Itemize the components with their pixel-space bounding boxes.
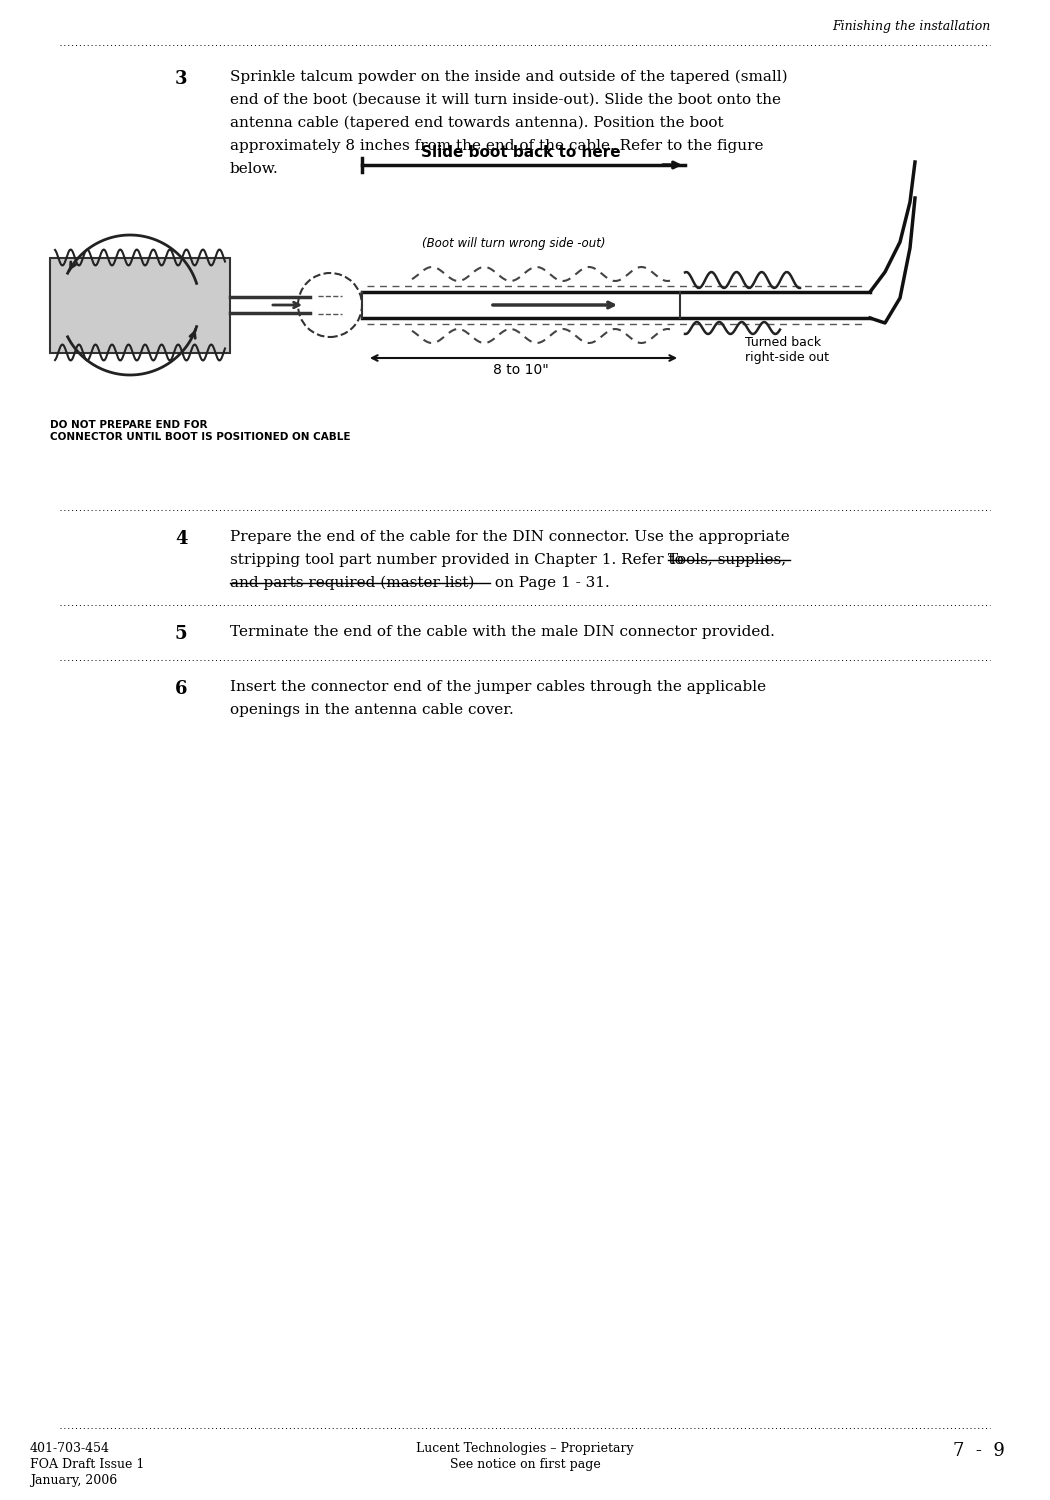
Text: January, 2006: January, 2006 xyxy=(30,1474,118,1486)
Text: 7  -  9: 7 - 9 xyxy=(953,1442,1005,1460)
Text: and parts required (master list): and parts required (master list) xyxy=(230,576,475,591)
Text: 4: 4 xyxy=(175,530,188,548)
Text: See notice on first page: See notice on first page xyxy=(449,1458,601,1472)
Text: Turned back
right-side out: Turned back right-side out xyxy=(746,336,830,364)
Text: antenna cable (tapered end towards antenna). Position the boot: antenna cable (tapered end towards anten… xyxy=(230,116,723,130)
Text: 6: 6 xyxy=(175,680,188,698)
Text: Lucent Technologies – Proprietary: Lucent Technologies – Proprietary xyxy=(416,1442,634,1455)
Text: Finishing the installation: Finishing the installation xyxy=(832,20,990,33)
Text: FOA Draft Issue 1: FOA Draft Issue 1 xyxy=(30,1458,145,1472)
Text: Prepare the end of the cable for the DIN connector. Use the appropriate: Prepare the end of the cable for the DIN… xyxy=(230,530,790,544)
Text: on Page 1 - 31.: on Page 1 - 31. xyxy=(490,576,610,590)
Text: end of the boot (because it will turn inside-out). Slide the boot onto the: end of the boot (because it will turn in… xyxy=(230,93,781,106)
Text: (Boot will turn wrong side -out): (Boot will turn wrong side -out) xyxy=(422,237,606,250)
Text: openings in the antenna cable cover.: openings in the antenna cable cover. xyxy=(230,704,513,717)
Text: 3: 3 xyxy=(175,70,188,88)
Text: Slide boot back to here: Slide boot back to here xyxy=(421,146,621,160)
Text: approximately 8 inches from the end of the cable. Refer to the figure: approximately 8 inches from the end of t… xyxy=(230,140,763,153)
Text: Tools, supplies,: Tools, supplies, xyxy=(668,554,786,567)
Text: 5: 5 xyxy=(175,626,188,644)
Text: stripping tool part number provided in Chapter 1. Refer to: stripping tool part number provided in C… xyxy=(230,554,684,567)
Bar xyxy=(50,258,230,352)
Text: Insert the connector end of the jumper cables through the applicable: Insert the connector end of the jumper c… xyxy=(230,680,766,694)
Text: 401-703-454: 401-703-454 xyxy=(30,1442,110,1455)
Text: Terminate the end of the cable with the male DIN connector provided.: Terminate the end of the cable with the … xyxy=(230,626,775,639)
Text: below.: below. xyxy=(230,162,278,176)
Text: DO NOT PREPARE END FOR
CONNECTOR UNTIL BOOT IS POSITIONED ON CABLE: DO NOT PREPARE END FOR CONNECTOR UNTIL B… xyxy=(50,420,351,441)
Text: Sprinkle talcum powder on the inside and outside of the tapered (small): Sprinkle talcum powder on the inside and… xyxy=(230,70,788,84)
Text: 8 to 10": 8 to 10" xyxy=(494,363,549,376)
